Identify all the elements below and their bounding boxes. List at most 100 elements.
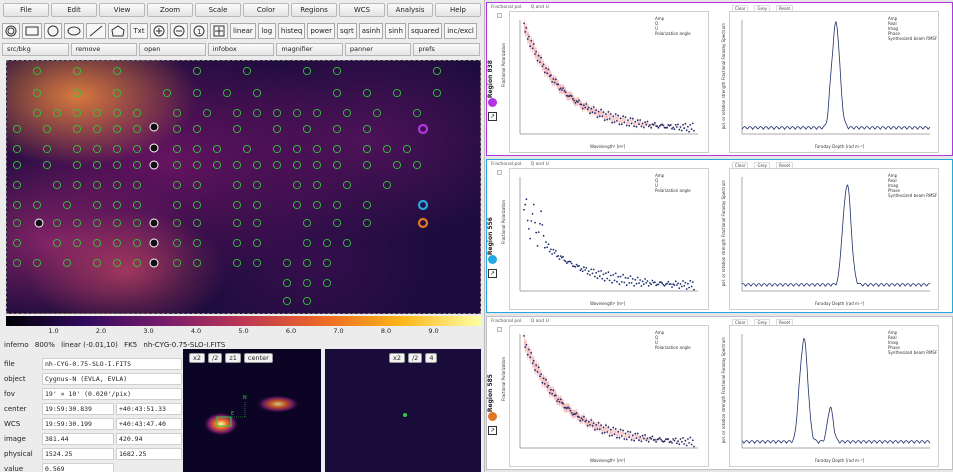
region-overlay[interactable] (7, 61, 481, 314)
scale-linear-button[interactable]: linear (230, 23, 256, 39)
region-circle[interactable] (303, 67, 310, 74)
region-circle[interactable] (93, 181, 100, 188)
region-circle[interactable] (13, 125, 20, 132)
region-circle[interactable] (163, 89, 170, 96)
region-circle[interactable] (93, 259, 100, 266)
region-circle[interactable] (273, 109, 280, 116)
region-circle[interactable] (43, 125, 50, 132)
region-circle-selected[interactable] (150, 123, 158, 131)
region-circle[interactable] (253, 181, 260, 188)
region-circle[interactable] (13, 201, 20, 208)
menu-zoom[interactable]: Zoom (147, 3, 193, 17)
region-circle[interactable] (133, 219, 140, 226)
region-circle[interactable] (393, 161, 400, 168)
scale-power-button[interactable]: power (307, 23, 335, 39)
region-circle[interactable] (363, 161, 370, 168)
region-circle[interactable] (93, 239, 100, 246)
region-circle[interactable] (333, 161, 340, 168)
region-circle[interactable] (13, 239, 20, 246)
region-circle[interactable] (323, 239, 330, 246)
region-circle[interactable] (303, 259, 310, 266)
region-circle[interactable] (53, 219, 60, 226)
menu-view[interactable]: View (99, 3, 145, 17)
plot-tool-icon[interactable] (497, 13, 502, 18)
region-circle[interactable] (303, 219, 310, 226)
region-circle[interactable] (253, 219, 260, 226)
region-circle[interactable] (273, 145, 280, 152)
region-circle[interactable] (283, 279, 290, 286)
region-circle[interactable] (333, 201, 340, 208)
region-circle[interactable] (303, 125, 310, 132)
region-circle[interactable] (233, 219, 240, 226)
region-circle-selected[interactable] (150, 259, 158, 267)
tab-q-and-u[interactable]: Q and U (531, 5, 549, 10)
region-circle[interactable] (233, 239, 240, 246)
region-circle[interactable] (53, 181, 60, 188)
menu-color[interactable]: Color (243, 3, 289, 17)
region-circle[interactable] (333, 125, 340, 132)
region-circle[interactable] (173, 201, 180, 208)
region-circle[interactable] (193, 259, 200, 266)
region-circle[interactable] (73, 89, 80, 96)
polygon-icon[interactable] (108, 23, 128, 39)
region-circle[interactable] (53, 239, 60, 246)
region-circle[interactable] (233, 109, 240, 116)
region-circle[interactable] (233, 201, 240, 208)
panner[interactable]: x2 /2 z1 center N (183, 349, 321, 472)
region-circle[interactable] (303, 239, 310, 246)
region-circle[interactable] (253, 161, 260, 168)
region-circle[interactable] (283, 259, 290, 266)
region-circle[interactable] (253, 109, 260, 116)
region-circle[interactable] (93, 161, 100, 168)
scale-log-button[interactable]: log (258, 23, 276, 39)
crosshair-icon[interactable] (210, 23, 228, 39)
scale-incexcl-button[interactable]: inc/excl (444, 23, 477, 39)
region-circle[interactable] (393, 89, 400, 96)
region-circle[interactable] (193, 125, 200, 132)
region-circle[interactable] (193, 89, 200, 96)
region-circle-selected[interactable] (35, 219, 43, 227)
region-circle[interactable] (93, 201, 100, 208)
menu-edit[interactable]: Edit (51, 3, 97, 17)
tab-fractional-pol[interactable]: Fractional pol. (491, 319, 523, 324)
region-circle[interactable] (33, 109, 40, 116)
region-circle[interactable] (193, 219, 200, 226)
region-circle[interactable] (173, 181, 180, 188)
region-circle[interactable] (363, 201, 370, 208)
region-circle[interactable] (333, 145, 340, 152)
region-circle-selected[interactable] (150, 219, 158, 227)
region-circle[interactable] (233, 161, 240, 168)
region-circle[interactable] (293, 201, 300, 208)
region-circle[interactable] (133, 181, 140, 188)
region-circle[interactable] (13, 181, 20, 188)
remove-button[interactable]: remove (71, 43, 138, 56)
region-circle[interactable] (433, 89, 440, 96)
region-circle[interactable] (363, 89, 370, 96)
region-circle[interactable] (283, 297, 290, 304)
region-circle[interactable] (73, 161, 80, 168)
region-circle[interactable] (363, 219, 370, 226)
infobox-button[interactable]: infobox (208, 43, 275, 56)
region-circle[interactable] (13, 219, 20, 226)
scale-histeq-button[interactable]: histeq (278, 23, 306, 39)
menu-wcs[interactable]: WCS (339, 3, 385, 17)
region-circle[interactable] (113, 109, 120, 116)
region-circle[interactable] (213, 161, 220, 168)
ellipse-icon[interactable] (64, 23, 84, 39)
region-circle[interactable] (293, 161, 300, 168)
region-circle[interactable] (133, 161, 140, 168)
region-circle[interactable] (313, 109, 320, 116)
expand-icon[interactable]: ↗ (488, 112, 497, 121)
region-circle[interactable] (273, 125, 280, 132)
scale-squared-button[interactable]: squared (408, 23, 442, 39)
src-bkg-button[interactable]: src/bkg (2, 43, 69, 56)
region-circle[interactable] (73, 181, 80, 188)
region-circle[interactable] (193, 161, 200, 168)
region-circle[interactable] (253, 89, 260, 96)
scale-asinh-button[interactable]: asinh (359, 23, 384, 39)
text-icon[interactable]: Txt (130, 23, 148, 39)
region-circle[interactable] (53, 109, 60, 116)
region-circle[interactable] (133, 201, 140, 208)
region-circle[interactable] (113, 181, 120, 188)
expand-icon[interactable]: ↗ (488, 269, 497, 278)
